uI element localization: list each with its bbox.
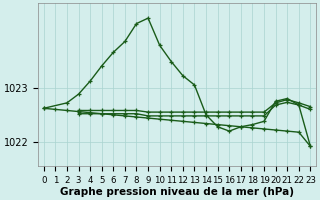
X-axis label: Graphe pression niveau de la mer (hPa): Graphe pression niveau de la mer (hPa) xyxy=(60,187,294,197)
